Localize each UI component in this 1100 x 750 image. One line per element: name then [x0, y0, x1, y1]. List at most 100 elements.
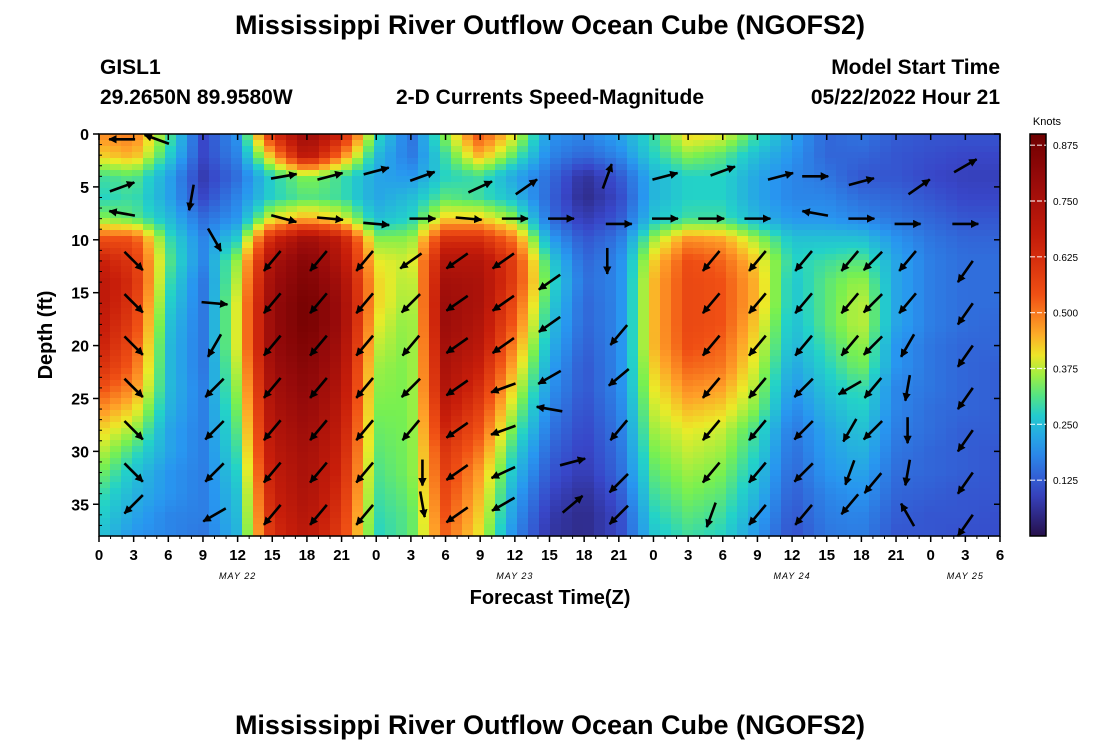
heatmap-cell: [341, 176, 353, 183]
heatmap-cell: [154, 134, 166, 141]
heatmap-cell: [594, 368, 606, 375]
heatmap-cell: [737, 158, 749, 165]
heatmap-cell: [748, 356, 760, 363]
heatmap-cell: [374, 272, 386, 279]
heatmap-cell: [473, 236, 485, 243]
heatmap-cell: [242, 398, 254, 405]
heatmap-cell: [396, 398, 408, 405]
heatmap-cell: [891, 170, 903, 177]
heatmap-cell: [209, 398, 221, 405]
heatmap-cell: [429, 356, 441, 363]
heatmap-cell: [649, 458, 661, 465]
heatmap-cell: [165, 242, 177, 249]
heatmap-cell: [550, 188, 562, 195]
heatmap-cell: [374, 230, 386, 237]
heatmap-cell: [671, 344, 683, 351]
heatmap-cell: [297, 182, 309, 189]
heatmap-cell: [253, 428, 265, 435]
heatmap-cell: [715, 152, 727, 159]
heatmap-cell: [627, 380, 639, 387]
heatmap-cell: [484, 476, 496, 483]
heatmap-cell: [539, 206, 551, 213]
heatmap-cell: [495, 182, 507, 189]
heatmap-cell: [902, 338, 914, 345]
heatmap-cell: [99, 338, 111, 345]
heatmap-cell: [330, 476, 342, 483]
heatmap-cell: [605, 146, 617, 153]
heatmap-cell: [506, 176, 518, 183]
heatmap-cell: [847, 152, 859, 159]
heatmap-cell: [660, 242, 672, 249]
heatmap-cell: [946, 134, 958, 141]
heatmap-cell: [638, 434, 650, 441]
heatmap-cell: [451, 194, 463, 201]
heatmap-cell: [154, 188, 166, 195]
heatmap-cell: [627, 290, 639, 297]
heatmap-cell: [495, 230, 507, 237]
heatmap-cell: [792, 242, 804, 249]
heatmap-cell: [726, 284, 738, 291]
heatmap-cell: [440, 194, 452, 201]
heatmap-cell: [561, 272, 573, 279]
heatmap-cell: [286, 236, 298, 243]
heatmap-cell: [484, 374, 496, 381]
heatmap-cell: [517, 236, 529, 243]
heatmap-cell: [726, 230, 738, 237]
heatmap-cell: [627, 368, 639, 375]
heatmap-cell: [297, 242, 309, 249]
heatmap-cell: [451, 434, 463, 441]
heatmap-cell: [748, 332, 760, 339]
heatmap-layer: [99, 134, 1001, 537]
heatmap-cell: [99, 452, 111, 459]
heatmap-cell: [407, 494, 419, 501]
heatmap-cell: [517, 326, 529, 333]
heatmap-cell: [264, 482, 276, 489]
heatmap-cell: [539, 314, 551, 321]
heatmap-cell: [880, 428, 892, 435]
heatmap-cell: [275, 494, 287, 501]
heatmap-cell: [913, 422, 925, 429]
heatmap-cell: [847, 134, 859, 141]
heatmap-cell: [946, 290, 958, 297]
heatmap-cell: [748, 422, 760, 429]
heatmap-cell: [528, 218, 540, 225]
heatmap-cell: [209, 434, 221, 441]
heatmap-cell: [660, 392, 672, 399]
heatmap-cell: [946, 230, 958, 237]
heatmap-cell: [649, 296, 661, 303]
heatmap-cell: [506, 194, 518, 201]
heatmap-cell: [99, 296, 111, 303]
heatmap-cell: [451, 488, 463, 495]
heatmap-cell: [583, 140, 595, 147]
heatmap-cell: [539, 464, 551, 471]
heatmap-cell: [682, 338, 694, 345]
heatmap-cell: [286, 332, 298, 339]
heatmap-cell: [704, 482, 716, 489]
heatmap-cell: [231, 260, 243, 267]
heatmap-cell: [781, 440, 793, 447]
heatmap-cell: [803, 242, 815, 249]
heatmap-cell: [704, 188, 716, 195]
heatmap-cell: [704, 272, 716, 279]
heatmap-cell: [418, 452, 430, 459]
heatmap-cell: [253, 332, 265, 339]
heatmap-cell: [979, 488, 991, 495]
heatmap-cell: [825, 152, 837, 159]
heatmap-cell: [583, 254, 595, 261]
heatmap-cell: [913, 338, 925, 345]
heatmap-cell: [660, 344, 672, 351]
heatmap-cell: [583, 170, 595, 177]
heatmap-cell: [979, 302, 991, 309]
heatmap-cell: [979, 170, 991, 177]
heatmap-cell: [693, 290, 705, 297]
heatmap-cell: [374, 296, 386, 303]
heatmap-cell: [143, 140, 155, 147]
heatmap-cell: [979, 446, 991, 453]
heatmap-cell: [572, 182, 584, 189]
heatmap-cell: [671, 338, 683, 345]
heatmap-cell: [803, 140, 815, 147]
heatmap-cell: [154, 464, 166, 471]
heatmap-cell: [330, 278, 342, 285]
heatmap-cell: [154, 482, 166, 489]
heatmap-cell: [605, 158, 617, 165]
